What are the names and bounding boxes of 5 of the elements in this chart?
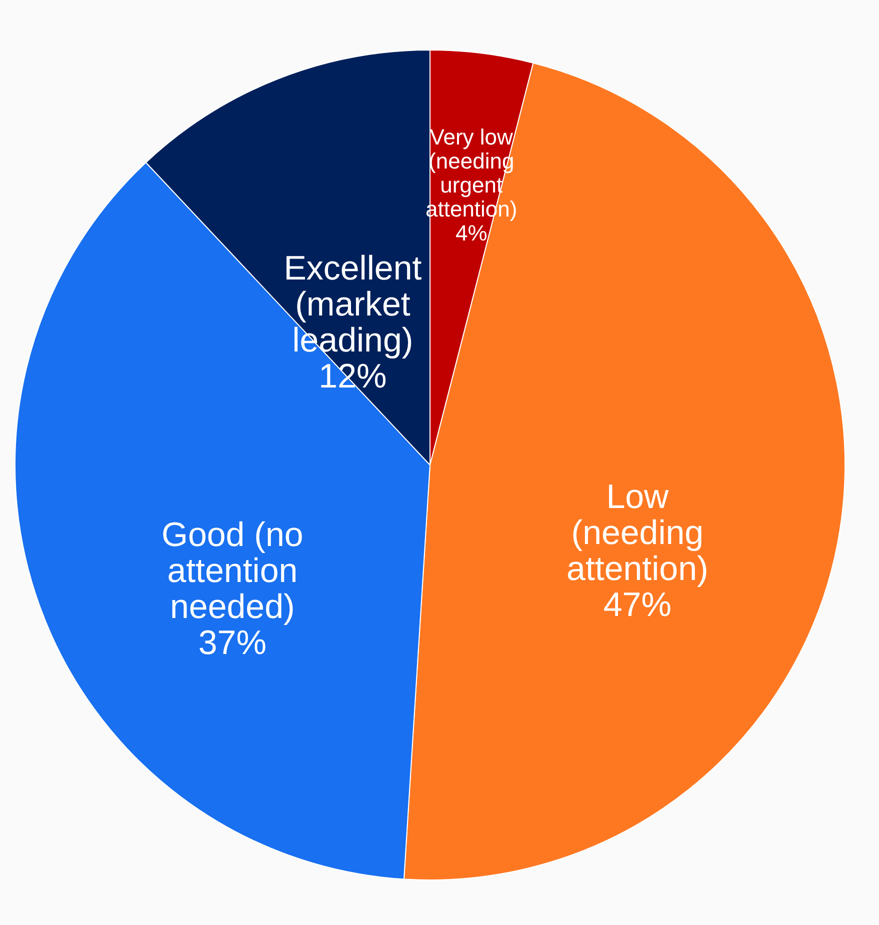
data-label: 37%	[198, 624, 266, 662]
data-label: 47%	[603, 586, 672, 624]
slice-label: Good (no attention needed)	[162, 516, 304, 626]
slice-label: Low (needing attention)	[566, 478, 708, 588]
data-label: 4%	[455, 220, 488, 246]
